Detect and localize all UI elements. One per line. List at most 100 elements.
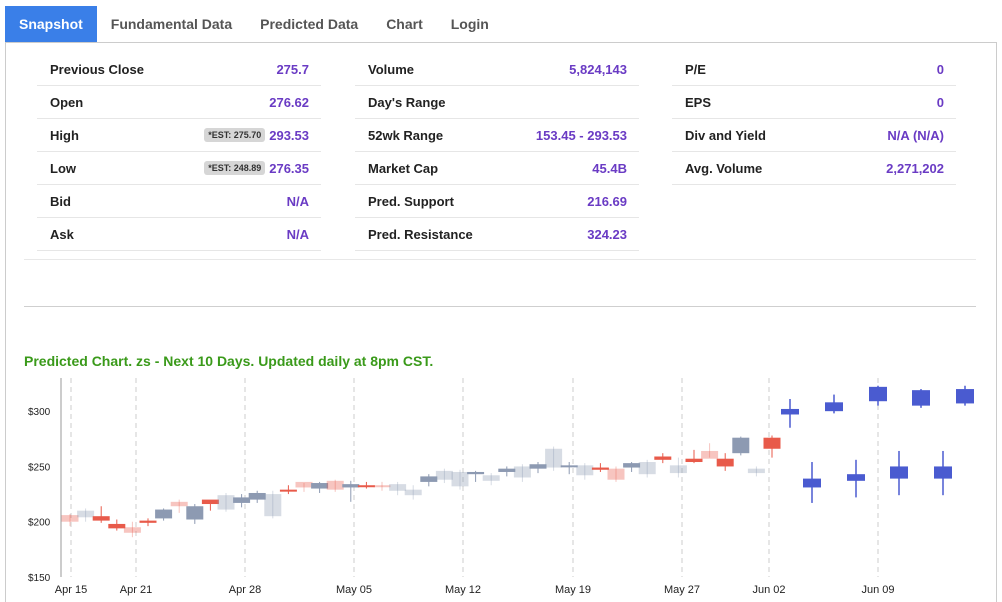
candle-body [170,501,188,507]
candle-body [61,515,79,522]
candle-body [669,465,687,474]
candle-body [482,475,500,481]
stat-value: 2,271,202 [886,160,944,176]
stat-value: 0 [936,61,944,77]
stat-value: 276.62 [269,94,309,110]
candle-body [732,437,750,454]
stat-label: Low [50,160,76,176]
stat-label: Day's Range [368,94,446,110]
stat-value: 216.69 [587,193,627,209]
tab-fundamental-data[interactable]: Fundamental Data [110,16,233,32]
stat-row-eps: EPS 0 [672,86,956,119]
tab-chart[interactable]: Chart [386,16,423,32]
stat-value: 324.23 [587,226,627,242]
tab-snapshot[interactable]: Snapshot [5,6,97,43]
candle-body [529,464,547,469]
predicted-high-candle-body [781,408,799,415]
predicted-high-candle-body [912,390,930,406]
candle-body [92,516,110,521]
candle-body [654,456,672,460]
candle-body [342,484,360,488]
stat-value-group: *EST: 275.70 293.53 [204,128,309,143]
predicted-low-candle-body [803,478,821,488]
stat-row-ask: Ask N/A [37,218,321,251]
candle-body [326,480,344,490]
stat-label: Ask [50,226,74,242]
stat-label: Open [50,94,84,110]
stat-value: 153.45 - 293.53 [535,127,627,143]
stat-value: 0 [936,94,944,110]
candle-body [451,471,469,487]
est-badge: *EST: 275.70 [204,128,266,142]
candle-body [357,485,375,488]
tab-login[interactable]: Login [450,16,489,32]
stat-value: N/A [286,226,309,242]
stat-label: EPS [685,94,712,110]
stat-value-group: *EST: 248.89 276.35 [204,161,309,176]
stat-label: Div and Yield [685,127,766,143]
candle-body [279,489,297,492]
stat-row-volume: Volume 5,824,143 [355,53,639,86]
y-tick-label: $150 [28,573,51,584]
stat-row-low: Low *EST: 248.89 276.35 [37,152,321,185]
stats-column-3: P/E 0 EPS 0 Div and Yield N/A (N/A) Avg.… [672,53,956,185]
candle-body [108,523,126,529]
y-tick-label: $200 [28,518,51,529]
y-tick-label: $300 [28,407,51,418]
candle-body [389,484,407,491]
candle-body [638,462,656,475]
x-tick-label: May 12 [445,584,481,596]
x-tick-label: May 19 [555,584,591,596]
est-badge: *EST: 248.89 [204,161,266,175]
stat-label: Market Cap [368,160,439,176]
stat-value: 275.7 [276,61,309,77]
candle-body [155,509,173,519]
panel-border-left [5,42,6,602]
tab-predicted-data[interactable]: Predicted Data [260,16,359,32]
stat-value: 45.4B [592,160,627,176]
candle-body [186,506,204,520]
candle-body [763,437,781,449]
x-tick-label: Jun 09 [861,584,894,596]
x-tick-label: May 05 [336,584,372,596]
candle-body [545,448,563,468]
predicted-low-candle-body [890,466,908,479]
candle-body [373,485,391,488]
x-tick-label: May 27 [664,584,700,596]
stat-value: 293.53 [269,127,309,143]
stat-label: Pred. Resistance [368,226,473,242]
predicted-high-candle-body [825,402,843,412]
stat-value: N/A (N/A) [887,127,944,143]
candle-body [248,492,266,500]
stat-label: Pred. Support [368,193,454,209]
candle-body [467,471,485,475]
stat-row-div-yield: Div and Yield N/A (N/A) [672,119,956,152]
candle-body [716,458,734,467]
x-tick-label: Jun 02 [752,584,785,596]
candle-body [513,466,531,478]
chart-title: Predicted Chart. zs - Next 10 Days. Upda… [24,353,434,369]
candle-body [435,470,453,480]
candle-body [701,450,719,459]
panel-border-right [996,42,997,602]
stat-row-high: High *EST: 275.70 293.53 [37,119,321,152]
x-tick-label: Apr 21 [120,584,152,596]
x-tick-label: Apr 15 [55,584,87,596]
candle-body [747,468,765,474]
stat-row-avg-volume: Avg. Volume 2,271,202 [672,152,956,185]
candle-body [264,494,282,517]
stat-value: 276.35 [269,160,309,176]
predicted-high-candle-body [956,389,974,404]
candle-body [77,510,95,518]
x-tick-label: Apr 28 [229,584,261,596]
predicted-low-candle-body [934,466,952,479]
stat-label: Volume [368,61,414,77]
stat-row-pred-support: Pred. Support 216.69 [355,185,639,218]
tab-bar: Snapshot Fundamental Data Predicted Data… [5,6,503,43]
candle-body [607,468,625,480]
section-divider [24,306,976,307]
y-tick-label: $250 [28,462,51,473]
stat-label: Previous Close [50,61,144,77]
candle-body [295,481,313,488]
